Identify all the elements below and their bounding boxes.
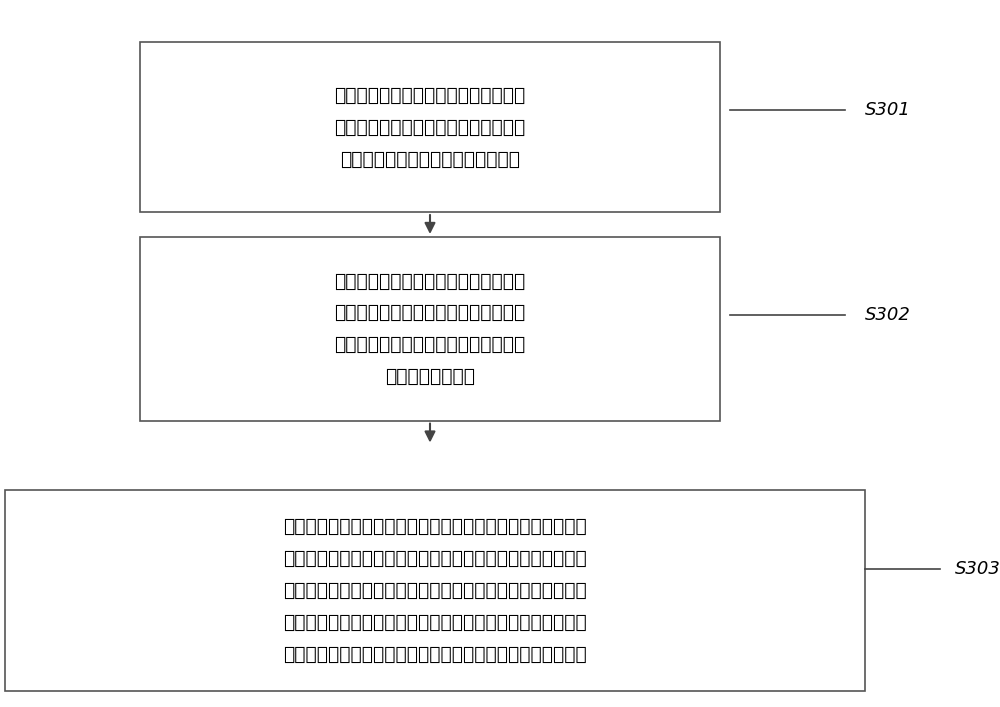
Text: 并按照第一预设间隔时长周期性获取终: 并按照第一预设间隔时长周期性获取终 [334,271,526,291]
Text: 天线切换控制模块依次将各组天线切换: 天线切换控制模块依次将各组天线切换 [334,118,526,136]
Text: S302: S302 [865,305,911,324]
Text: 的每组天线处于工作状态时各自的至少: 的每组天线处于工作状态时各自的至少 [334,335,526,354]
Text: S301: S301 [865,100,911,119]
Text: 能大于等于其他所有天线；并控制目标主天线切换到与终端的: 能大于等于其他所有天线；并控制目标主天线切换到与终端的 [283,613,587,631]
Text: 在满足天线切换条件的情况下，终端的: 在满足天线切换条件的情况下，终端的 [334,86,526,105]
Text: S303: S303 [955,560,1000,578]
Text: 一个通信性能参数: 一个通信性能参数 [385,367,475,386]
Text: 端的诊断服务模块或射频驱动模块采集: 端的诊断服务模块或射频驱动模块采集 [334,303,526,322]
Bar [140,237,720,421]
Text: 主收发通路连通、目标辅天线切换到与终端的辅接收通路连通: 主收发通路连通、目标辅天线切换到与终端的辅接收通路连通 [283,645,587,663]
Bar [5,489,865,691]
Text: 组作为目标辅天线，剩余的为空闲天线；目标主天线的通信性: 组作为目标辅天线，剩余的为空闲天线；目标主天线的通信性 [283,581,587,600]
Bar [140,42,720,212]
Text: 到与终端的主收发通路连通进行工作: 到与终端的主收发通路连通进行工作 [340,150,520,168]
Text: 并对每组天线的相同类型的通信性能参数分别进行比较，并根: 并对每组天线的相同类型的通信性能参数分别进行比较，并根 [283,518,587,536]
Text: 据比较结果，从至少三组天线选择出一组作为目标主天线、一: 据比较结果，从至少三组天线选择出一组作为目标主天线、一 [283,549,587,568]
